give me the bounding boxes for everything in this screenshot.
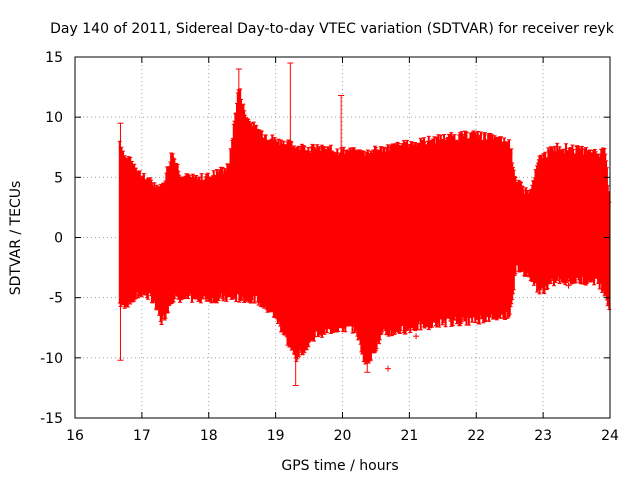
chart-title: Day 140 of 2011, Sidereal Day-to-day VTE… xyxy=(50,21,615,37)
tick-labels: 16 17 18 19 20 21 22 23 24 -15 -10 -5 0 5 10 15 xyxy=(40,50,619,444)
x-tick-label: 20 xyxy=(334,428,352,444)
x-tick-label: 19 xyxy=(267,428,285,444)
x-tick-label: 17 xyxy=(133,428,151,444)
y-tick-label: -5 xyxy=(49,291,63,307)
x-tick-label: 18 xyxy=(200,428,218,444)
y-tick-label: -15 xyxy=(40,411,63,427)
y-tick-label: -10 xyxy=(40,351,63,367)
axis-ticks xyxy=(74,56,611,419)
x-axis-label: GPS time / hours xyxy=(281,458,398,474)
y-tick-label: 10 xyxy=(45,110,63,126)
y-axis-label: SDTVAR / TECUs xyxy=(8,181,24,296)
x-tick-label: 21 xyxy=(400,428,418,444)
x-tick-label: 22 xyxy=(467,428,485,444)
x-tick-label: 16 xyxy=(66,428,84,444)
x-tick-label: 23 xyxy=(534,428,552,444)
x-tick-label: 24 xyxy=(601,428,619,444)
y-tick-label: 15 xyxy=(45,50,63,66)
y-tick-label: 5 xyxy=(54,170,63,186)
data-series xyxy=(117,62,612,387)
y-tick-label: 0 xyxy=(54,231,63,247)
